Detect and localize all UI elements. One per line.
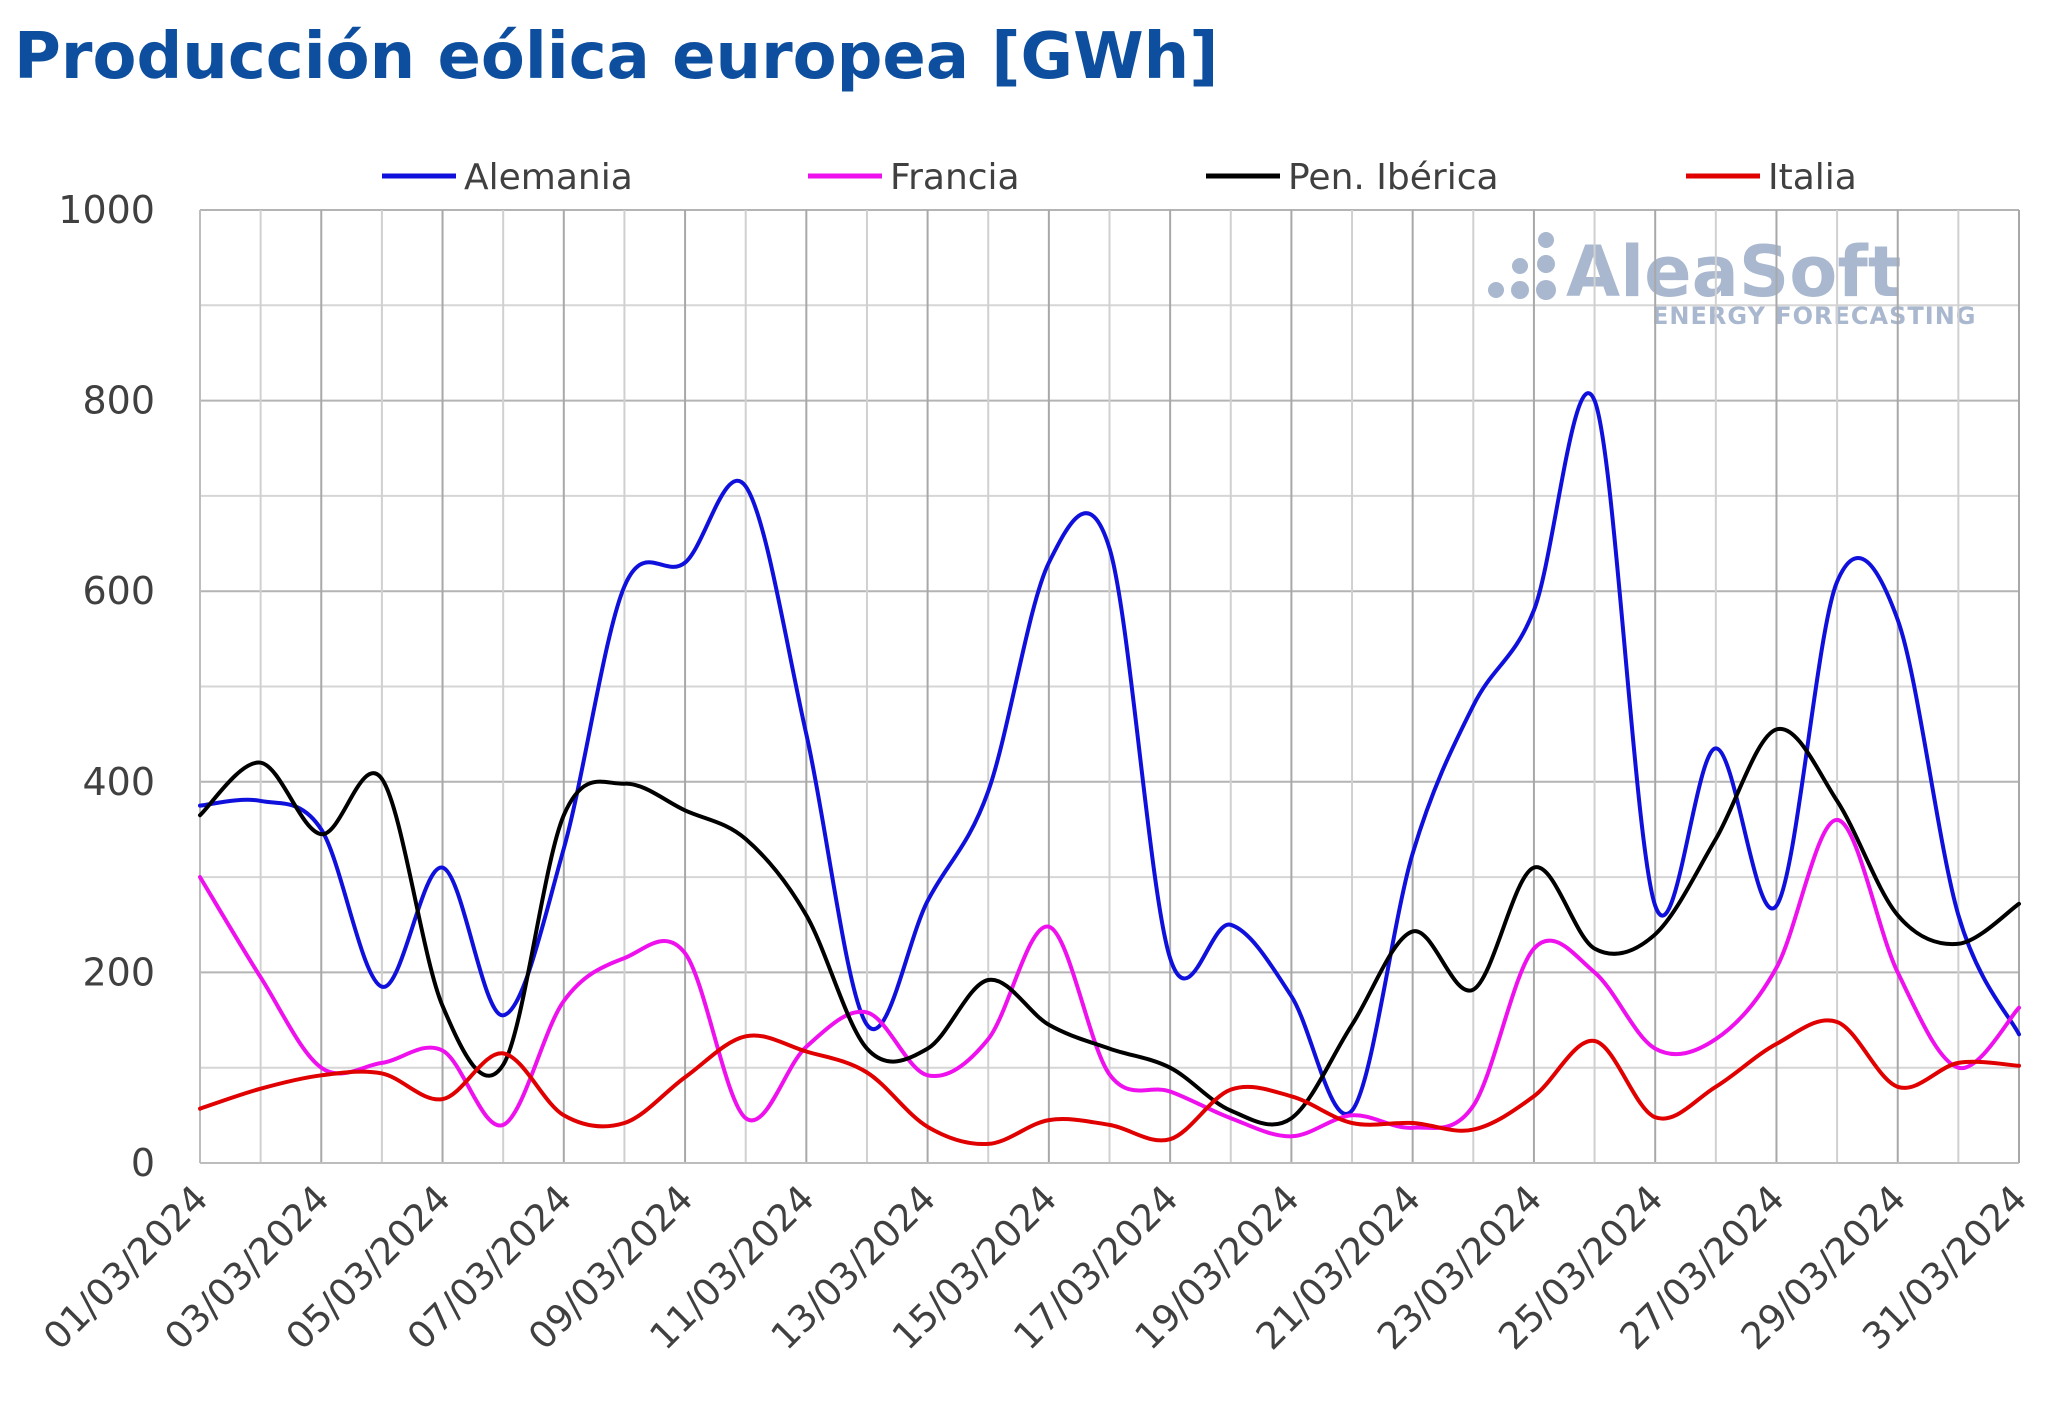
x-axis-ticks: 01/03/202403/03/202405/03/202407/03/2024…: [35, 1177, 2035, 1358]
y-tick-label: 800: [82, 379, 155, 423]
y-tick-label: 600: [82, 569, 155, 613]
series-line-alemania: [198, 391, 2021, 1116]
legend-label-pen-iberica: Pen. Ibérica: [1288, 157, 1499, 198]
y-tick-label: 400: [82, 760, 155, 804]
y-tick-label: 0: [131, 1141, 155, 1185]
grid: [200, 209, 2020, 1163]
watermark-brand: AleaSoft: [1566, 231, 1901, 313]
series-line-francia: [198, 817, 2021, 1139]
y-tick-label: 200: [82, 950, 155, 994]
legend: Alemania Francia Pen. Ibérica Italia: [382, 157, 1857, 198]
watermark-tagline: ENERGY FORECASTING: [1652, 302, 1977, 330]
y-tick-label: 1000: [58, 188, 155, 232]
legend-label-italia: Italia: [1768, 157, 1857, 198]
aleasoft-logo-icon: [1488, 232, 1556, 300]
legend-label-francia: Francia: [890, 157, 1020, 198]
axes: [199, 210, 2019, 1164]
chart-title: Producción eólica europea [GWh]: [14, 20, 1219, 94]
series-line-pen-iberica: [198, 726, 2021, 1127]
series-lines: [198, 391, 2021, 1147]
series-line-italia: [198, 1018, 2021, 1147]
y-axis-ticks: 0 200 400 600 800 1000: [58, 188, 155, 1185]
legend-label-alemania: Alemania: [464, 157, 633, 198]
watermark: AleaSoft ENERGY FORECASTING: [1488, 231, 1977, 330]
